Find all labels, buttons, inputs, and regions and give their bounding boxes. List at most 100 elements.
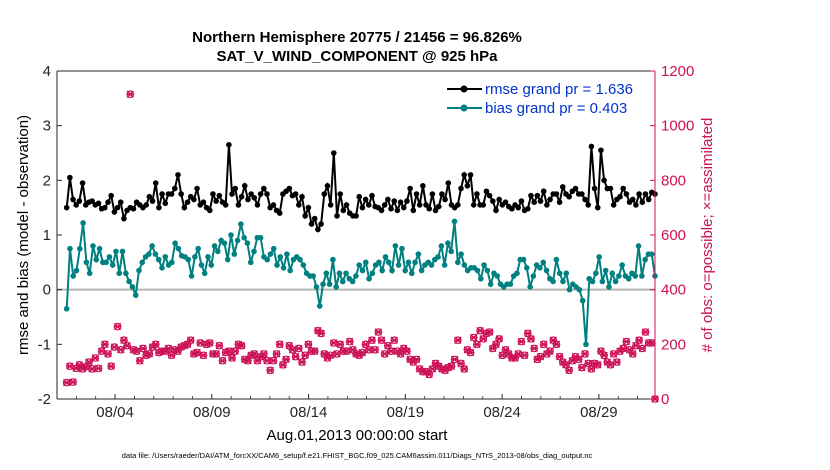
bias-point [198, 262, 205, 268]
obs-assimilated-point [447, 362, 456, 370]
bias-point [632, 273, 639, 279]
rmse-point [534, 192, 541, 199]
rmse-point [168, 191, 175, 197]
y-right-tick-label: 800 [661, 172, 686, 189]
bias-point [284, 251, 290, 257]
obs-assimilated-point [110, 343, 119, 351]
obs-assimilated-point [565, 366, 573, 375]
obs-assimilated-point [578, 363, 586, 372]
rmse-point [645, 196, 652, 203]
bias-point [514, 270, 520, 277]
bias-point [445, 240, 451, 246]
bias-point [323, 270, 330, 277]
rmse-point [636, 191, 642, 197]
bias-point [399, 245, 405, 252]
rmse-point [194, 185, 200, 192]
rmse-point [572, 185, 579, 192]
rmse-point [235, 202, 242, 208]
bias-point [274, 262, 280, 268]
bias-point [241, 234, 247, 241]
y-left-tick-label: -2 [38, 391, 51, 408]
chart-title: Northern Hemisphere 20775 / 21456 = 96.8… [192, 29, 522, 46]
rmse-point [394, 207, 401, 214]
rmse-point [388, 205, 394, 212]
bias-point [478, 275, 484, 282]
bias-point [560, 278, 566, 285]
y-left-tick-label: -1 [38, 336, 51, 353]
rmse-point [108, 192, 114, 199]
bias-point [93, 256, 100, 263]
rmse-point [305, 204, 312, 211]
bias-point [172, 240, 178, 246]
bias-point [251, 248, 257, 255]
rmse-point [518, 198, 525, 204]
y-left-tick-label: 3 [43, 118, 51, 135]
bias-point [441, 262, 448, 268]
bias-point [520, 256, 527, 263]
bias-point [152, 251, 159, 257]
obs-assimilated-point [609, 350, 618, 358]
bias-point [382, 254, 389, 260]
obs-assimilated-point [628, 350, 637, 358]
obs-assimilated-point [514, 350, 523, 358]
rmse-point [381, 202, 388, 208]
bias-point [635, 243, 642, 249]
bias-point [162, 254, 169, 260]
obs-assimilated-point [151, 340, 160, 349]
bias-point [408, 270, 415, 277]
obs-assimilated-point [574, 355, 583, 364]
rmse-point [152, 180, 159, 186]
obs-assimilated-point [638, 344, 647, 353]
bias-point [175, 245, 182, 252]
bias-point [287, 267, 293, 274]
obs-assimilated-point [546, 347, 554, 355]
obs-assimilated-point [358, 348, 367, 357]
rmse-point [111, 209, 118, 215]
bias-point [192, 254, 198, 260]
rmse-point [181, 204, 188, 211]
obs-assimilated-point [66, 362, 74, 370]
bias-point [103, 259, 109, 266]
rmse-point [315, 226, 321, 233]
obs-assimilated-point [282, 355, 290, 364]
obs-assimilated-point [107, 362, 116, 370]
rmse-point [245, 196, 251, 203]
obs-assimilated-point [450, 355, 459, 364]
obs-assimilated-point [126, 90, 135, 98]
rmse-point [232, 185, 239, 192]
x-tick-label: 08/24 [483, 404, 521, 421]
rmse-point [623, 191, 630, 197]
obs-assimilated-point [469, 333, 478, 342]
rmse-point [206, 207, 213, 214]
bias-point [395, 262, 402, 268]
rmse-point [502, 199, 509, 205]
obs-assimilated-point [380, 350, 389, 358]
bias-point [454, 259, 461, 266]
bias-point [418, 267, 425, 274]
bias-point [90, 243, 96, 249]
y-right-tick-label: 1200 [661, 63, 694, 80]
bias-point [385, 259, 392, 266]
rmse-point [318, 221, 324, 227]
obs-assimilated-point [453, 336, 462, 344]
rmse-point [334, 213, 340, 219]
obs-assimilated-point [113, 322, 122, 331]
rmse-point [515, 204, 522, 211]
bias-point [438, 243, 445, 249]
data-file-footer: data file: /Users/raeder/DAI/ATM_forcXX/… [122, 451, 593, 460]
rmse-point [397, 199, 404, 205]
rmse-point [248, 191, 254, 197]
rmse-point [63, 204, 70, 211]
obs-assimilated-point [333, 350, 341, 358]
bias-point [67, 245, 73, 252]
bias-point [113, 248, 119, 255]
rmse-point [547, 196, 553, 203]
rmse-point [216, 192, 223, 199]
obs-assimilated-point [145, 350, 154, 358]
rmse-point [582, 196, 588, 203]
bias-point [221, 240, 228, 246]
bias-point [530, 273, 537, 279]
obs-assimilated-point [91, 354, 100, 362]
bias-point [270, 245, 277, 252]
rmse-point [270, 202, 277, 208]
